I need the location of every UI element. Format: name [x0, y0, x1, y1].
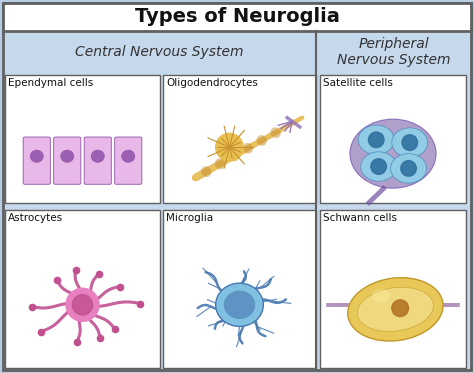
Ellipse shape: [30, 150, 44, 162]
Circle shape: [392, 300, 409, 317]
FancyBboxPatch shape: [115, 137, 142, 184]
Ellipse shape: [348, 278, 443, 341]
Circle shape: [66, 288, 99, 321]
Ellipse shape: [91, 150, 104, 162]
Text: Types of Neuroglia: Types of Neuroglia: [135, 7, 339, 26]
Ellipse shape: [243, 143, 253, 154]
Ellipse shape: [215, 159, 225, 169]
Circle shape: [73, 295, 93, 315]
Ellipse shape: [201, 166, 211, 177]
Ellipse shape: [391, 154, 427, 183]
Ellipse shape: [358, 125, 394, 154]
Text: Oligodendrocytes: Oligodendrocytes: [166, 78, 258, 88]
FancyBboxPatch shape: [5, 210, 160, 368]
FancyBboxPatch shape: [163, 75, 316, 203]
Text: Astrocytes: Astrocytes: [8, 213, 63, 223]
Ellipse shape: [256, 135, 267, 146]
Ellipse shape: [216, 283, 264, 326]
FancyBboxPatch shape: [84, 137, 111, 184]
Ellipse shape: [122, 150, 135, 162]
Ellipse shape: [372, 289, 390, 303]
Text: Central Nervous System: Central Nervous System: [75, 45, 244, 59]
Circle shape: [216, 134, 243, 161]
Circle shape: [401, 161, 416, 176]
FancyBboxPatch shape: [3, 3, 471, 370]
Text: Ependymal cells: Ependymal cells: [8, 78, 93, 88]
FancyBboxPatch shape: [163, 210, 316, 368]
Circle shape: [371, 159, 386, 174]
Ellipse shape: [357, 287, 433, 331]
Text: Peripheral
Nervous System: Peripheral Nervous System: [337, 37, 450, 67]
Ellipse shape: [361, 152, 397, 181]
FancyBboxPatch shape: [320, 75, 466, 203]
FancyBboxPatch shape: [5, 75, 160, 203]
Circle shape: [402, 135, 418, 150]
FancyBboxPatch shape: [23, 137, 50, 184]
Ellipse shape: [61, 150, 74, 162]
Text: Satellite cells: Satellite cells: [323, 78, 393, 88]
Circle shape: [368, 132, 384, 148]
Ellipse shape: [224, 291, 255, 319]
FancyBboxPatch shape: [3, 3, 471, 31]
FancyBboxPatch shape: [54, 137, 81, 184]
FancyBboxPatch shape: [320, 210, 466, 368]
Ellipse shape: [392, 128, 428, 157]
Ellipse shape: [229, 151, 239, 162]
Ellipse shape: [270, 127, 281, 138]
Text: Schwann cells: Schwann cells: [323, 213, 397, 223]
Text: Microglia: Microglia: [166, 213, 213, 223]
Ellipse shape: [350, 119, 436, 188]
